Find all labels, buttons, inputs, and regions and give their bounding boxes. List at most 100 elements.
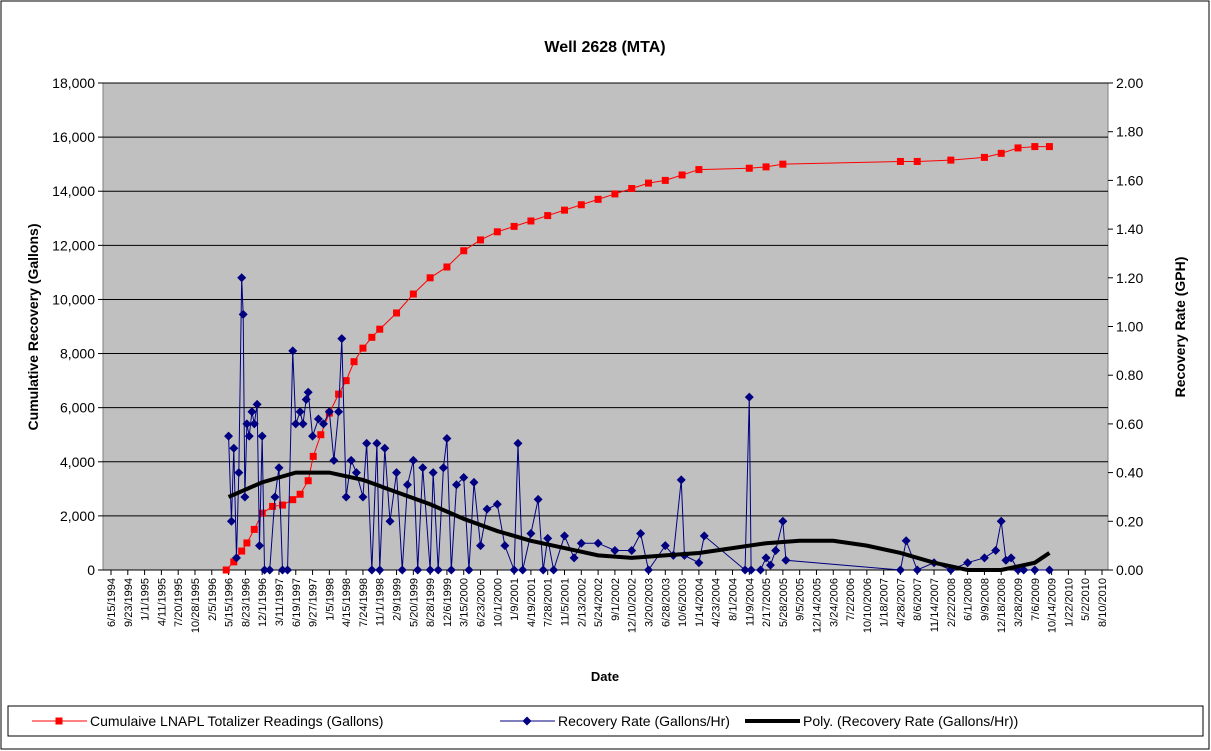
x-tick-label: 3/28/2009 [1013, 578, 1025, 627]
data-point [611, 190, 619, 198]
data-point [247, 407, 257, 417]
data-point [313, 414, 323, 424]
data-point [476, 541, 486, 551]
x-tick-label: 7/24/1998 [358, 578, 370, 627]
x-tick-label: 10/28/1995 [190, 578, 202, 633]
data-point [230, 558, 238, 566]
data-point [526, 528, 536, 538]
x-tick-label: 8/28/1999 [425, 578, 437, 627]
x-tick-label: 11/1/1998 [375, 578, 387, 626]
x-tick-label: 5/24/2002 [593, 578, 605, 627]
data-point [500, 541, 510, 551]
data-point [628, 185, 636, 193]
data-point [577, 201, 585, 209]
data-point [392, 468, 402, 478]
data-point [393, 309, 401, 317]
data-point [376, 325, 384, 333]
data-point [513, 438, 523, 448]
data-point [745, 164, 753, 172]
y2-tick-label: 1.60 [1116, 172, 1143, 188]
legend-label: Cumulaive LNAPL Totalizer Readings (Gall… [90, 713, 383, 729]
x-tick-label: 12/10/2002 [627, 578, 639, 633]
data-point [274, 463, 284, 473]
x-tick-label: 5/20/1999 [408, 578, 420, 627]
data-point [1019, 565, 1029, 575]
data-point [229, 443, 239, 453]
data-point [418, 463, 428, 473]
data-point [443, 263, 451, 271]
data-point [425, 565, 435, 575]
data-point [362, 438, 372, 448]
data-point [1031, 143, 1039, 151]
data-point [409, 290, 417, 298]
legend-label: Recovery Rate (Gallons/Hr) [558, 713, 730, 729]
data-point [694, 558, 704, 568]
plot-area [102, 82, 1109, 571]
data-point [560, 531, 570, 541]
y-tick-label: 14,000 [52, 183, 95, 199]
data-point [1014, 144, 1022, 152]
data-point [744, 392, 754, 402]
data-point [226, 516, 236, 526]
x-tick-label: 10/1/2000 [492, 578, 504, 627]
data-point [1044, 565, 1054, 575]
data-point [329, 455, 339, 465]
data-point [301, 395, 311, 405]
x-tick-label: 9/23/1994 [123, 578, 135, 627]
data-point [380, 443, 390, 453]
data-point [289, 496, 297, 504]
data-point [408, 455, 418, 465]
x-tick-label: 2/22/2008 [946, 578, 958, 627]
data-point [643, 565, 653, 575]
data-point [895, 565, 905, 575]
x-tick-label: 6/23/2000 [476, 578, 488, 627]
data-point [779, 160, 787, 168]
data-point [469, 477, 479, 487]
data-point [477, 236, 485, 244]
data-point [375, 565, 385, 575]
data-point [771, 546, 781, 556]
x-tick-label: 7/6/2009 [1030, 578, 1042, 621]
x-tick-label: 11/9/2004 [744, 578, 756, 626]
y-tick-label: 4,000 [60, 454, 95, 470]
data-point [569, 553, 579, 563]
x-tick-label: 8/10/2010 [1097, 578, 1109, 627]
x-tick-label: 2/9/1999 [392, 578, 404, 621]
data-point [576, 538, 586, 548]
data-point [368, 333, 376, 341]
data-point [947, 156, 955, 164]
y-tick-label: 6,000 [60, 400, 95, 416]
data-point [252, 399, 262, 409]
data-point [695, 166, 703, 174]
data-point [610, 546, 620, 556]
data-point [699, 531, 709, 541]
y-tick-label: 2,000 [60, 508, 95, 524]
data-point [533, 494, 543, 504]
data-point [433, 565, 443, 575]
data-point [996, 516, 1006, 526]
data-point [324, 407, 334, 417]
x-tick-label: 1/22/2010 [1063, 578, 1075, 627]
data-point [337, 334, 347, 344]
x-tick-label: 1/9/2001 [509, 578, 521, 621]
y2-tick-label: 0.20 [1116, 513, 1143, 529]
data-point [527, 217, 535, 225]
y2-tick-label: 1.00 [1116, 319, 1143, 335]
data-point [359, 344, 367, 352]
y-tick-label: 10,000 [52, 291, 95, 307]
legend-marker [55, 717, 63, 725]
y-tick-label: 8,000 [60, 346, 95, 362]
x-tick-label: 2/17/2005 [761, 578, 773, 627]
y2-tick-label: 1.40 [1116, 221, 1143, 237]
data-point [231, 553, 241, 563]
data-point [288, 346, 298, 356]
data-point [308, 431, 318, 441]
x-tick-label: 2/13/2002 [576, 578, 588, 627]
data-point [678, 171, 686, 179]
data-point [1045, 143, 1053, 151]
data-point [464, 565, 474, 575]
x-tick-label: 2/5/1996 [207, 578, 219, 621]
y2-tick-label: 0.80 [1116, 367, 1143, 383]
x-tick-label: 8/6/2007 [912, 578, 924, 621]
y2-axis-title: Recovery Rate (GPH) [1172, 257, 1188, 398]
